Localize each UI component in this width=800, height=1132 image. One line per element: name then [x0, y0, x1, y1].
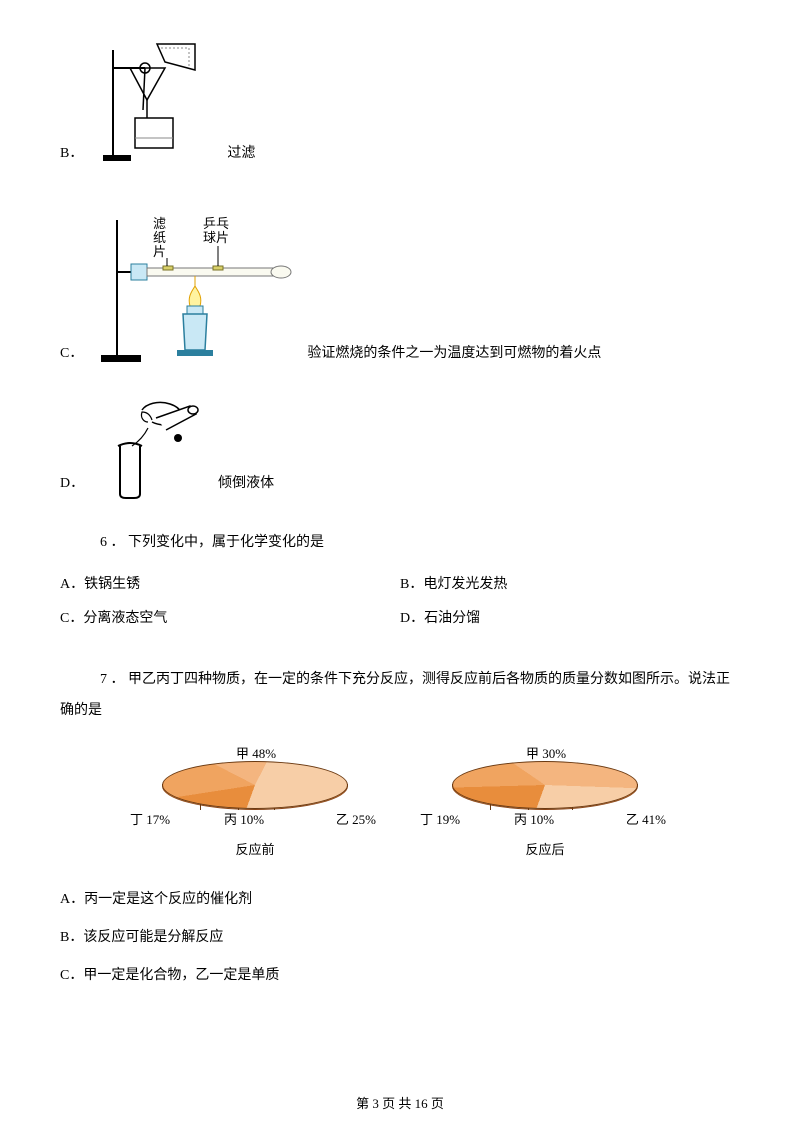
pie-charts: 甲 48% 乙 25% 丙 10% 丁 17% 反应前 甲 30% 乙 41% … — [60, 747, 740, 858]
q6-opt-a: A．铁锅生锈 — [60, 573, 400, 593]
pie-after-ding: 丁 19% — [420, 809, 460, 828]
q6-options: A．铁锅生锈 B．电灯发光发热 C．分离液态空气 D．石油分馏 — [60, 573, 740, 641]
pie-after-yi: 乙 41% — [626, 809, 666, 828]
option-b-text: 过滤 — [227, 142, 255, 162]
option-c-row: C． 滤 纸 片 乒乓 球片 验证燃烧的条件之一为温度达到可燃物的着火点 — [60, 200, 740, 370]
pie-after: 甲 30% 乙 41% 丙 10% 丁 19% 反应后 — [440, 747, 650, 858]
q6-opt-b: B．电灯发光发热 — [400, 573, 740, 593]
q6-opt-d: D．石油分馏 — [400, 607, 740, 627]
pie-before-yi: 乙 25% — [336, 809, 376, 828]
pie-before: 甲 48% 乙 25% 丙 10% 丁 17% 反应前 — [150, 747, 360, 858]
pouring-liquid-icon — [96, 400, 206, 500]
filtration-apparatus-icon — [95, 40, 215, 170]
q6-opt-c: C．分离液态空气 — [60, 607, 400, 627]
option-d-label: D． — [60, 472, 84, 492]
q7-opt-a: A．丙一定是这个反应的催化剂 — [60, 888, 740, 908]
q7-stem: 7 ． 甲乙丙丁四种物质，在一定的条件下充分反应，测得反应前后各物质的质量分数如… — [60, 665, 740, 727]
q7-opt-c: C．甲一定是化合物，乙一定是单质 — [60, 964, 740, 984]
pie-after-jia: 甲 30% — [526, 743, 566, 762]
option-b-label: B． — [60, 142, 83, 162]
option-b-row: B． 过滤 — [60, 40, 740, 170]
option-c-label: C． — [60, 342, 83, 362]
svg-text:球片: 球片 — [203, 230, 229, 245]
q6-stem: 6 ． 下列变化中，属于化学变化的是 — [100, 530, 740, 555]
svg-text:片: 片 — [153, 244, 166, 259]
page-footer: 第 3 页 共 16 页 — [0, 1093, 800, 1112]
pie-before-ding: 丁 17% — [130, 809, 170, 828]
pie-after-caption: 反应后 — [525, 839, 564, 858]
combustion-apparatus-icon: 滤 纸 片 乒乓 球片 — [95, 200, 295, 370]
pingpong-label: 乒乓 — [203, 216, 229, 231]
filter-paper-label: 滤 — [153, 216, 166, 231]
pie-before-bing: 丙 10% — [224, 809, 264, 828]
option-c-text: 验证燃烧的条件之一为温度达到可燃物的着火点 — [307, 342, 601, 362]
option-d-text: 倾倒液体 — [218, 472, 274, 492]
q7-opt-b: B．该反应可能是分解反应 — [60, 926, 740, 946]
svg-text:纸: 纸 — [153, 230, 166, 245]
pie-before-jia: 甲 48% — [236, 743, 276, 762]
pie-before-caption: 反应前 — [235, 839, 274, 858]
pie-after-bing: 丙 10% — [514, 809, 554, 828]
option-d-row: D． 倾倒液体 — [60, 400, 740, 500]
